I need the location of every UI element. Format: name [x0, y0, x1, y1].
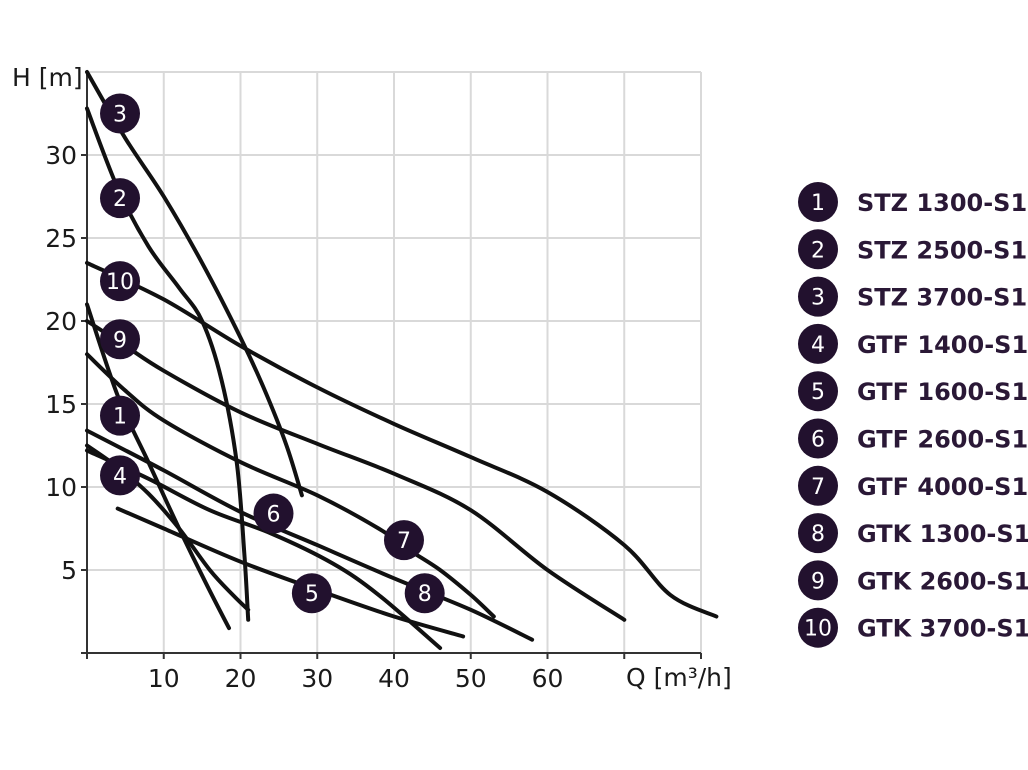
- legend-entry-6: GTF 2600-S1: [857, 426, 1028, 454]
- legend-marker-label: 5: [811, 380, 825, 405]
- axes: [81, 72, 702, 659]
- x-tick-label: 60: [532, 664, 564, 693]
- curve-marker-10: [100, 261, 141, 302]
- grid: [87, 71, 702, 653]
- curve-marker-2: [100, 178, 141, 219]
- curve-marker-4: [100, 455, 141, 496]
- curve-marker-8: [404, 573, 445, 614]
- curve-marker-label: 4: [113, 464, 127, 489]
- legend-marker-6: [798, 418, 838, 459]
- legend-entry-2: STZ 2500-S1: [857, 236, 1027, 264]
- legend-marker-7: [798, 465, 838, 506]
- legend-entry-4: GTF 1400-S1: [857, 331, 1028, 359]
- curve-marker-label: 1: [113, 405, 127, 430]
- y-tick-label: 5: [61, 556, 77, 585]
- legend: 1 STZ 1300-S1 2 STZ 2500-S1 3 STZ 3700-S1 4 GTF…: [798, 182, 1028, 648]
- legend-marker-label: 2: [811, 238, 825, 263]
- legend-marker-2: [798, 229, 838, 270]
- x-axis-label: Q [m³/h]: [626, 663, 732, 692]
- legend-entry-3: STZ 3700-S1: [857, 284, 1027, 312]
- legend-marker-10: [798, 607, 838, 648]
- curve-marker-label: 10: [106, 270, 134, 295]
- legend-marker-label: 3: [811, 286, 825, 311]
- legend-marker-4: [798, 323, 838, 364]
- curve-marker-label: 6: [267, 503, 281, 528]
- curve-marker-5: [291, 573, 332, 614]
- legend-marker-label: 9: [811, 569, 825, 594]
- curve-8: [85, 428, 535, 642]
- y-tick-label: 20: [45, 307, 77, 336]
- legend-marker-label: 6: [811, 428, 825, 453]
- x-tick-label: 10: [148, 664, 180, 693]
- legend-marker-label: 1: [811, 191, 825, 216]
- legend-entry-8: GTK 1300-S1: [857, 520, 1028, 548]
- curve-marker-label: 2: [113, 187, 127, 212]
- curve-marker-7: [383, 520, 424, 561]
- curve-marker-6: [253, 493, 294, 534]
- y-tick-label: 15: [45, 390, 77, 419]
- legend-marker-3: [798, 276, 838, 317]
- curve-marker-9: [100, 319, 141, 360]
- curve-marker-3: [100, 93, 141, 134]
- curve-5: [115, 506, 466, 639]
- y-tick-label: 10: [45, 473, 77, 502]
- y-tick-label: 25: [45, 224, 77, 253]
- curve-9: [85, 319, 627, 622]
- legend-entry-9: GTK 2600-S1: [857, 567, 1028, 595]
- curve-3: [85, 70, 304, 498]
- x-tick-label: 50: [455, 664, 487, 693]
- legend-entry-5: GTF 1600-S1: [857, 378, 1028, 406]
- curve-marker-1: [100, 395, 141, 436]
- x-tick-label: 40: [378, 664, 410, 693]
- curves: [85, 70, 719, 650]
- curve-marker-label: 9: [113, 328, 127, 353]
- curve-marker-label: 5: [305, 582, 319, 607]
- curve-markers: 1 2 3 4 5 6 7 8 9 10: [100, 93, 445, 614]
- legend-marker-label: 4: [811, 333, 825, 358]
- x-tick-label: 30: [301, 664, 333, 693]
- legend-marker-label: 8: [811, 522, 825, 547]
- legend-marker-9: [798, 560, 838, 601]
- y-axis-label: H [m]: [12, 63, 83, 92]
- legend-entry-1: STZ 1300-S1: [857, 189, 1027, 217]
- legend-marker-label: 7: [811, 475, 825, 500]
- legend-entry-10: GTK 3700-S1: [857, 615, 1028, 643]
- curve-10: [85, 260, 719, 619]
- curve-marker-label: 3: [113, 103, 127, 128]
- legend-marker-8: [798, 513, 838, 554]
- legend-marker-1: [798, 182, 838, 222]
- curve-6: [85, 448, 443, 650]
- x-tick-label: 20: [225, 664, 257, 693]
- curve-7: [85, 352, 496, 619]
- legend-marker-label: 10: [804, 617, 832, 642]
- legend-marker-5: [798, 371, 838, 412]
- curve-marker-label: 8: [418, 582, 432, 607]
- y-tick-label: 30: [45, 141, 77, 170]
- legend-entry-7: GTF 4000-S1: [857, 473, 1028, 501]
- curve-marker-label: 7: [397, 529, 411, 554]
